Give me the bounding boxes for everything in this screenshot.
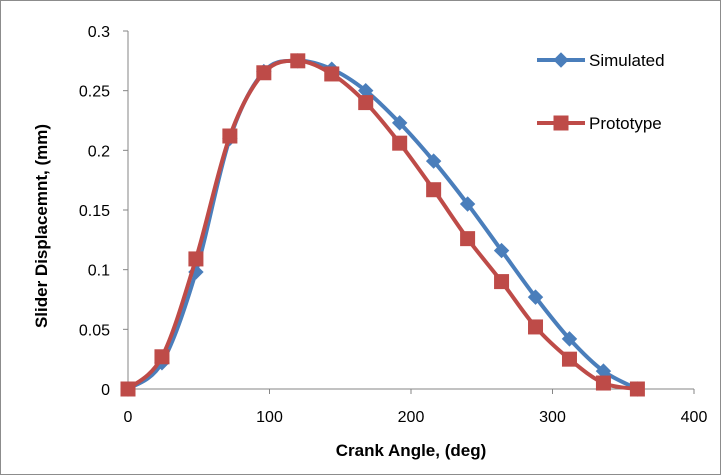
x-tick-label: 100 [256,409,283,426]
axes: 0 0.05 0.1 0.15 0.2 0.25 0.3 0 100 200 300 400 [79,24,708,426]
x-tick-label: 300 [539,409,566,426]
data-point [358,95,374,111]
data-point [426,182,442,198]
series-simulated [120,53,646,397]
y-axis-title: Slider Displacemnt, (mm) [32,124,51,328]
data-point [392,135,408,151]
y-tick-label: 0.3 [88,24,110,41]
data-point [494,274,510,290]
data-point [561,351,577,367]
series-layer [120,53,646,397]
y-tick-label: 0 [101,382,110,399]
data-point [256,65,272,81]
data-point [561,331,578,347]
data-point [527,289,544,305]
y-tick-label: 0.1 [88,263,110,280]
series-line [126,58,638,391]
legend-marker [553,52,569,68]
data-point [460,231,476,247]
series-prototype [120,53,645,397]
x-tick-label: 0 [124,409,133,426]
data-point [425,153,442,169]
x-tick-label: 200 [398,409,425,426]
legend: Simulated Prototype [537,51,665,133]
x-tick-label: 400 [681,409,708,426]
data-point [120,381,136,397]
y-tick-label: 0.2 [88,143,110,160]
y-tick-label: 0.25 [79,84,110,101]
data-point [188,251,204,267]
data-point [493,242,510,259]
data-point [391,115,408,131]
legend-item-prototype: Prototype [537,114,662,133]
data-point [528,319,544,335]
y-tick-label: 0.05 [79,322,110,339]
legend-label: Prototype [589,114,662,133]
y-tick-label: 0.15 [79,203,110,220]
data-point [290,53,306,69]
legend-marker [553,115,569,131]
x-axis-title: Crank Angle, (deg) [336,441,487,460]
data-point [222,128,238,144]
data-point [324,66,340,82]
legend-item-simulated: Simulated [537,51,665,70]
data-point [595,375,611,391]
data-point [459,196,476,212]
data-point [629,381,645,397]
data-point [154,349,170,365]
legend-label: Simulated [589,51,665,70]
